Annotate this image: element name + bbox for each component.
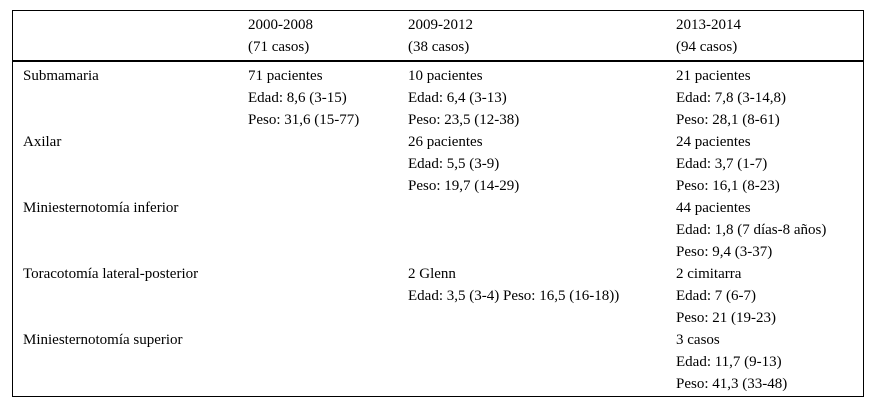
row-label: Miniesternotomía superior: [23, 332, 183, 348]
row-label: Toracotomía lateral-posterior: [23, 266, 199, 282]
row-label: Axilar: [23, 134, 62, 150]
data-cell-empty: [248, 329, 408, 395]
cell-line-edad: Edad: 7 (6-7): [676, 288, 756, 304]
data-cell: 10 pacientes Edad: 6,4 (3-13) Peso: 23,5…: [408, 65, 676, 131]
row-label: Miniesternotomía inferior: [23, 200, 179, 216]
cell-line-edad-peso: Edad: 3,5 (3-4) Peso: 16,5 (16-18)): [408, 288, 620, 304]
column-period-label: 2009-2012: [408, 17, 473, 33]
cell-line-edad: Edad: 5,5 (3-9): [408, 156, 500, 172]
cell-line-patients: 26 pacientes: [408, 134, 483, 150]
column-cases-label: (94 casos): [676, 39, 738, 55]
data-cell: 26 pacientes Edad: 5,5 (3-9) Peso: 19,7 …: [408, 131, 676, 197]
table-row-axilar: Axilar 26 pacientes Edad: 5,5 (3-9) Peso…: [13, 131, 863, 197]
cell-line-peso: Peso: 23,5 (12-38): [408, 112, 520, 128]
column-period-label: 2013-2014: [676, 17, 741, 33]
row-label-cell: Axilar: [13, 131, 248, 197]
cell-line-edad: Edad: 1,8 (7 días-8 años): [676, 222, 827, 238]
column-header-period-1: 2000-2008 (71 casos): [248, 14, 408, 60]
data-cell: 44 pacientes Edad: 1,8 (7 días-8 años) P…: [676, 197, 863, 263]
table-row-submamaria: Submamaria 71 pacientes Edad: 8,6 (3-15)…: [13, 65, 863, 131]
cell-line-peso: Peso: 28,1 (8-61): [676, 112, 780, 128]
row-label-cell: Toracotomía lateral-posterior: [13, 263, 248, 329]
table-row-miniesternotomia-inferior: Miniesternotomía inferior 44 pacientes E…: [13, 197, 863, 263]
row-label-cell: Submamaria: [13, 65, 248, 131]
column-cases-label: (71 casos): [248, 39, 310, 55]
data-cell: 2 cimitarra Edad: 7 (6-7) Peso: 21 (19-2…: [676, 263, 863, 329]
cell-line-patients: 2 Glenn: [408, 266, 456, 282]
data-cell: 3 casos Edad: 11,7 (9-13) Peso: 41,3 (33…: [676, 329, 863, 395]
cell-line-patients: 21 pacientes: [676, 68, 751, 84]
header-corner-cell: [13, 14, 248, 60]
table-body: Submamaria 71 pacientes Edad: 8,6 (3-15)…: [13, 62, 863, 396]
cell-line-edad: Edad: 8,6 (3-15): [248, 90, 347, 106]
cell-line-peso: Peso: 41,3 (33-48): [676, 376, 788, 392]
data-cell-empty: [408, 329, 676, 395]
cell-line-patients: 71 pacientes: [248, 68, 323, 84]
cell-line-patients: 3 casos: [676, 332, 720, 348]
cell-line-patients: 44 pacientes: [676, 200, 751, 216]
cell-line-edad: Edad: 6,4 (3-13): [408, 90, 507, 106]
data-cell: 71 pacientes Edad: 8,6 (3-15) Peso: 31,6…: [248, 65, 408, 131]
data-cell: 2 Glenn Edad: 3,5 (3-4) Peso: 16,5 (16-1…: [408, 263, 676, 329]
data-cell: 24 pacientes Edad: 3,7 (1-7) Peso: 16,1 …: [676, 131, 863, 197]
cell-line-peso: Peso: 21 (19-23): [676, 310, 776, 326]
cell-line-peso: Peso: 31,6 (15-77): [248, 112, 360, 128]
cell-line-patients: 10 pacientes: [408, 68, 483, 84]
cell-line-peso: Peso: 16,1 (8-23): [676, 178, 780, 194]
row-label: Submamaria: [23, 68, 99, 84]
column-header-period-2: 2009-2012 (38 casos): [408, 14, 676, 60]
table-row-miniesternotomia-superior: Miniesternotomía superior 3 casos Edad: …: [13, 329, 863, 395]
cell-line-edad: Edad: 3,7 (1-7): [676, 156, 768, 172]
column-period-label: 2000-2008: [248, 17, 313, 33]
cell-line-patients: 2 cimitarra: [676, 266, 742, 282]
cell-line-edad: Edad: 11,7 (9-13): [676, 354, 782, 370]
data-cell: 21 pacientes Edad: 7,8 (3-14,8) Peso: 28…: [676, 65, 863, 131]
data-cell-empty: [248, 197, 408, 263]
table-header-row: 2000-2008 (71 casos) 2009-2012 (38 casos…: [13, 11, 863, 62]
column-cases-label: (38 casos): [408, 39, 470, 55]
row-label-cell: Miniesternotomía inferior: [13, 197, 248, 263]
data-cell-empty: [248, 263, 408, 329]
cell-line-patients: 24 pacientes: [676, 134, 751, 150]
cell-line-edad: Edad: 7,8 (3-14,8): [676, 90, 786, 106]
cell-line-peso: Peso: 19,7 (14-29): [408, 178, 520, 194]
data-cell-empty: [248, 131, 408, 197]
data-cell-empty: [408, 197, 676, 263]
cell-line-peso: Peso: 9,4 (3-37): [676, 244, 773, 260]
surgical-approach-table: 2000-2008 (71 casos) 2009-2012 (38 casos…: [12, 10, 864, 397]
table-row-toracotomia-lateral-posterior: Toracotomía lateral-posterior 2 Glenn Ed…: [13, 263, 863, 329]
column-header-period-3: 2013-2014 (94 casos): [676, 14, 863, 60]
row-label-cell: Miniesternotomía superior: [13, 329, 248, 395]
